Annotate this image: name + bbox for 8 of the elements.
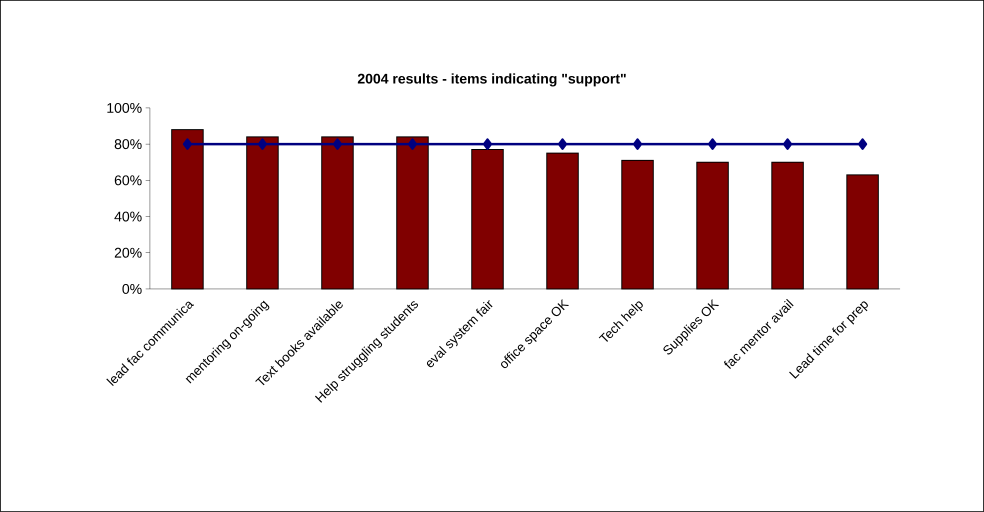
y-tick-label: 20% [114, 248, 142, 258]
y-tick-label: 60% [114, 175, 142, 186]
y-tick-label: 0% [122, 284, 142, 294]
y-tick-label: 80% [114, 139, 142, 150]
y-tick-label: 100% [107, 103, 142, 113]
x-tick-label: Tech help [598, 301, 643, 342]
y-tick-label: 40% [114, 212, 142, 222]
chart-title: 2004 results - items indicating "support" [358, 73, 626, 87]
